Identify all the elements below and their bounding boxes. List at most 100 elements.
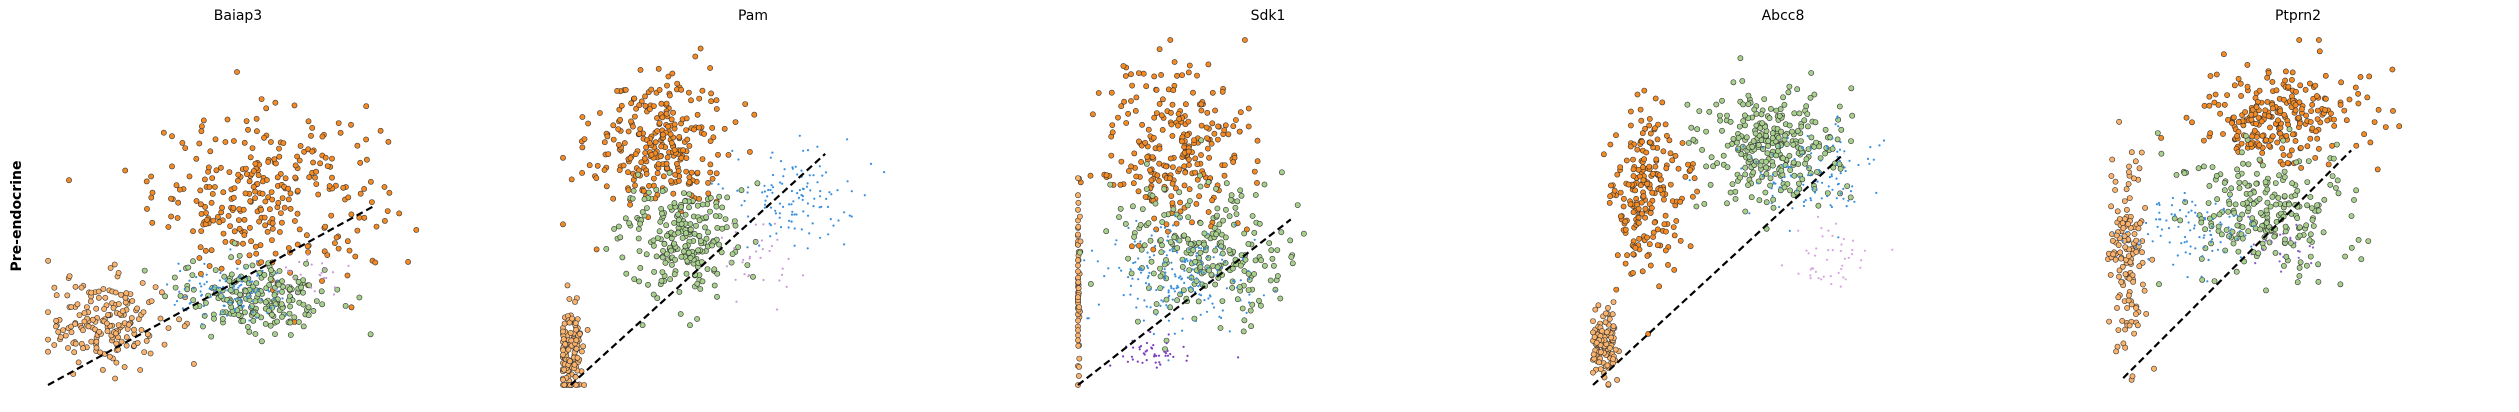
data-point xyxy=(1639,210,1645,217)
data-point xyxy=(1162,300,1165,303)
data-point xyxy=(310,159,316,166)
data-point xyxy=(1665,261,1671,268)
data-point xyxy=(1822,126,1829,133)
data-point xyxy=(687,226,694,233)
data-point xyxy=(240,240,246,247)
data-point xyxy=(1107,181,1114,188)
data-point xyxy=(2221,101,2228,108)
data-point xyxy=(1802,204,1805,208)
data-point xyxy=(1628,108,1634,115)
data-point xyxy=(342,302,349,309)
data-point xyxy=(2207,130,2214,137)
data-point xyxy=(1654,242,1661,249)
data-point xyxy=(781,182,784,185)
data-point xyxy=(2273,201,2279,208)
data-point xyxy=(1737,55,1744,62)
data-point xyxy=(787,257,790,260)
data-point xyxy=(208,199,215,206)
data-point xyxy=(72,340,79,347)
data-point xyxy=(2194,211,2197,214)
data-point xyxy=(2334,177,2341,184)
data-point xyxy=(252,160,259,167)
data-point xyxy=(664,251,670,257)
data-point xyxy=(1179,263,1186,270)
data-point xyxy=(93,344,100,351)
data-point xyxy=(274,318,280,325)
data-point xyxy=(2223,251,2226,254)
data-point xyxy=(1820,197,1823,200)
data-point xyxy=(2298,164,2304,171)
data-point xyxy=(769,224,773,227)
data-point xyxy=(2281,168,2288,175)
data-point xyxy=(2206,182,2213,189)
data-point xyxy=(1142,139,1148,146)
data-point xyxy=(197,201,204,208)
data-point xyxy=(746,246,749,249)
data-point xyxy=(780,273,784,276)
data-point xyxy=(2168,241,2171,244)
data-point xyxy=(1641,87,1648,94)
data-point xyxy=(560,328,566,335)
data-point xyxy=(268,237,275,243)
data-point xyxy=(713,106,720,112)
data-point xyxy=(1597,366,1604,372)
data-point xyxy=(1853,200,1856,203)
data-point xyxy=(324,267,327,270)
data-point xyxy=(1790,159,1797,166)
data-point xyxy=(2195,165,2202,172)
data-point xyxy=(651,268,657,275)
data-point xyxy=(2296,37,2303,43)
data-point xyxy=(1820,227,1823,230)
data-point xyxy=(315,191,322,198)
data-point xyxy=(662,259,669,266)
data-point xyxy=(1809,274,1812,277)
data-point xyxy=(1132,261,1135,265)
data-point xyxy=(1647,262,1654,269)
data-point xyxy=(1842,187,1845,190)
data-point xyxy=(357,190,364,197)
data-point xyxy=(2263,137,2269,143)
data-point xyxy=(818,206,821,209)
data-point xyxy=(285,297,292,304)
data-point xyxy=(1179,275,1182,278)
data-point xyxy=(258,338,265,345)
data-point xyxy=(1181,329,1184,332)
data-point xyxy=(737,158,740,161)
point-cluster xyxy=(707,213,805,311)
data-point xyxy=(1129,293,1132,296)
data-point xyxy=(618,102,625,109)
data-point xyxy=(2297,256,2300,259)
data-point xyxy=(2155,203,2158,206)
data-point xyxy=(631,95,638,102)
data-point xyxy=(767,188,770,192)
data-point xyxy=(628,118,634,125)
data-point xyxy=(1139,271,1143,274)
data-point xyxy=(1266,240,1273,246)
data-point xyxy=(1761,146,1764,149)
data-point xyxy=(1811,91,1818,98)
data-point xyxy=(1666,137,1673,144)
data-point xyxy=(306,282,312,289)
data-point xyxy=(248,319,251,322)
data-point xyxy=(1183,259,1187,262)
data-point xyxy=(269,225,276,232)
data-point xyxy=(240,206,247,213)
data-point xyxy=(1770,202,1773,205)
data-point xyxy=(808,174,811,177)
data-point xyxy=(683,230,689,236)
data-point xyxy=(81,318,88,325)
data-point xyxy=(2119,220,2126,226)
data-point xyxy=(2139,259,2146,266)
data-point xyxy=(2126,230,2129,233)
data-point xyxy=(1630,166,1637,173)
data-point xyxy=(1166,239,1169,242)
data-point xyxy=(694,202,701,209)
data-point xyxy=(405,258,411,265)
data-point xyxy=(208,247,215,254)
data-point xyxy=(1610,323,1617,330)
data-point xyxy=(2353,142,2360,149)
data-point xyxy=(1216,269,1219,272)
data-point xyxy=(742,101,749,107)
data-point xyxy=(750,273,756,280)
data-point xyxy=(1162,286,1165,289)
